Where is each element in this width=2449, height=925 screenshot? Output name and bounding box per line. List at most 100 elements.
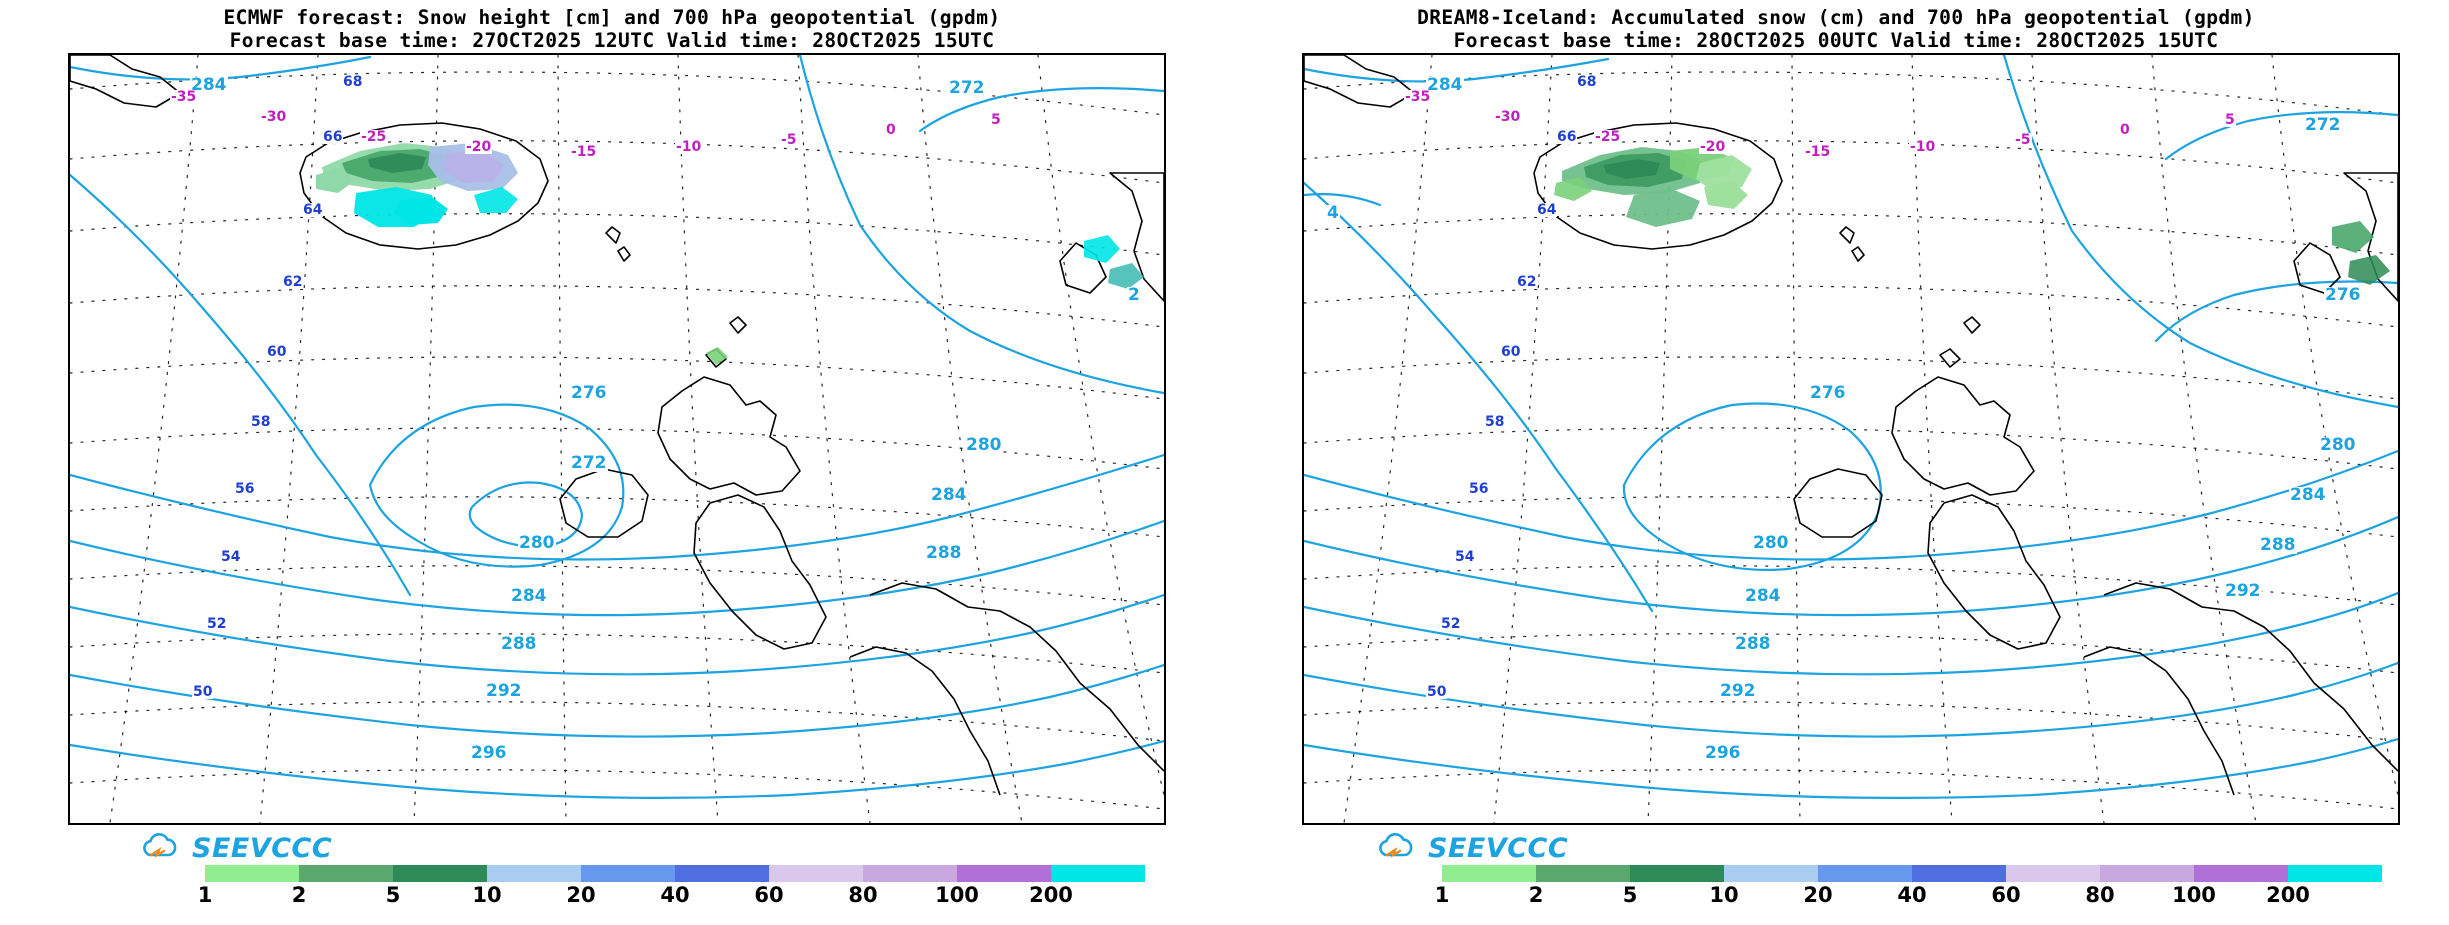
longitude-label: -10 (675, 139, 703, 155)
contour-label: 276 (1809, 383, 1847, 403)
latitude-label: 60 (266, 344, 288, 360)
latitude-label: 50 (192, 684, 214, 700)
seevccc-logo-left: SEEVCCC (140, 831, 332, 865)
colorbar-tick-label: 2 (291, 883, 307, 907)
contour-label: 288 (1734, 634, 1772, 654)
colorbar-tick-label: 5 (385, 883, 401, 907)
longitude-label: 5 (990, 112, 1002, 128)
colorbar-segment (1818, 865, 1912, 882)
latitude-label: 54 (220, 549, 242, 565)
map-canvas-ecmwf[interactable]: 284 272 2 276 272 280 284 288 280 284 288 292 296 68 6… (68, 53, 1166, 825)
colorbar-tick-label: 80 (848, 883, 878, 907)
latitude-label: 68 (342, 74, 364, 90)
colorbar-segment (1912, 865, 2006, 882)
colorbar-swatches (1442, 865, 2382, 882)
colorbar-tick-label: 40 (1897, 883, 1927, 907)
contour-label: 292 (2224, 581, 2262, 601)
contour-label: 288 (500, 634, 538, 654)
colorbar-tick-label: 2 (1528, 883, 1544, 907)
snow-shading (1554, 147, 2390, 285)
latitude-label: 56 (1468, 481, 1490, 497)
panel-title-dream8: DREAM8-Iceland: Accumulated snow (cm) an… (1224, 6, 2448, 52)
longitude-label: -5 (2014, 132, 2032, 148)
latitude-label: 64 (1536, 202, 1558, 218)
contour-label: 284 (510, 586, 548, 606)
contour-label: 288 (925, 543, 963, 563)
colorbar-tick-label: 5 (1622, 883, 1638, 907)
panel-ecmwf: ECMWF forecast: Snow height [cm] and 700… (0, 0, 1224, 925)
title-line-2: Forecast base time: 27OCT2025 12UTC Vali… (229, 29, 995, 52)
colorbar-segment (1442, 865, 1536, 882)
longitude-label: -35 (170, 89, 198, 105)
colorbar-tick-label: 100 (935, 883, 979, 907)
colorbar-segment (2288, 865, 2382, 882)
colorbar-segment (675, 865, 769, 882)
longitude-label: -15 (1804, 144, 1832, 160)
longitude-label: -35 (1404, 89, 1432, 105)
contour-label: 272 (2304, 115, 2342, 135)
latitude-label: 54 (1454, 549, 1476, 565)
colorbar-tick-label: 60 (1991, 883, 2021, 907)
latitude-label: 58 (250, 414, 272, 430)
latitude-label: 52 (206, 616, 228, 632)
longitude-label: -25 (1594, 129, 1622, 145)
colorbar-tick-label: 100 (2172, 883, 2216, 907)
contour-label: 292 (1719, 681, 1757, 701)
graticule-lat (1304, 71, 2398, 810)
title-line-2: Forecast base time: 28OCT2025 00UTC Vali… (1453, 29, 2219, 52)
colorbar-tick-label: 10 (472, 883, 502, 907)
latitude-label: 62 (282, 274, 304, 290)
colorbar-tick-label: 1 (197, 883, 213, 907)
cloud-icon (143, 833, 177, 858)
colorbar-labels: 1 2 5 10 20 40 60 80 100 200 (1435, 883, 2382, 911)
map-svg-ecmwf (70, 55, 1164, 823)
contour-label: 2 (1127, 285, 1141, 305)
contour-label: 276 (2324, 285, 2362, 305)
contour-label: 296 (1704, 743, 1742, 763)
colorbar-tick-label: 40 (660, 883, 690, 907)
colorbar-segment (1051, 865, 1145, 882)
map-svg-dream8 (1304, 55, 2398, 823)
longitude-label: -20 (1699, 139, 1727, 155)
contour-label: 280 (965, 435, 1003, 455)
latitude-label: 66 (1556, 129, 1578, 145)
contour-label: 280 (518, 533, 556, 553)
coastlines (1304, 55, 2398, 796)
colorbar-segment (2100, 865, 2194, 882)
longitude-label: -30 (1494, 109, 1522, 125)
snow-shading (316, 143, 1144, 365)
longitude-label: -5 (780, 132, 798, 148)
latitude-label: 62 (1516, 274, 1538, 290)
geopotential-contours (1304, 55, 2398, 800)
cloud-icon (1379, 833, 1413, 858)
latitude-label: 60 (1500, 344, 1522, 360)
map-canvas-dream8[interactable]: 284 272 4 276 276 280 284 288 292 280 284 288 292 296… (1302, 53, 2400, 825)
latitude-label: 56 (234, 481, 256, 497)
latitude-label: 58 (1484, 414, 1506, 430)
colorbar-tick-label: 200 (2266, 883, 2310, 907)
contour-label: 272 (570, 453, 608, 473)
panel-title-ecmwf: ECMWF forecast: Snow height [cm] and 700… (0, 6, 1224, 52)
contour-label: 284 (930, 485, 968, 505)
longitude-label: -25 (360, 129, 388, 145)
longitude-label: -10 (1909, 139, 1937, 155)
coastlines (70, 55, 1164, 796)
colorbar-tick-label: 10 (1709, 883, 1739, 907)
colorbar-swatches (205, 865, 1145, 882)
latitude-label: 64 (302, 202, 324, 218)
logo-text: SEEVCCC (192, 832, 333, 864)
contour-label: 284 (1744, 586, 1782, 606)
colorbar-segment (581, 865, 675, 882)
contour-label: 284 (1426, 75, 1464, 95)
contour-label: 296 (470, 743, 508, 763)
seevccc-logo-right: SEEVCCC (1376, 831, 1568, 865)
contour-label: 292 (485, 681, 523, 701)
contour-label: 4 (1326, 203, 1340, 223)
contour-label: 280 (1752, 533, 1790, 553)
title-line-1: DREAM8-Iceland: Accumulated snow (cm) an… (1417, 6, 2255, 29)
latitude-label: 68 (1576, 74, 1598, 90)
colorbar-segment (769, 865, 863, 882)
colorbar-segment (1724, 865, 1818, 882)
logo-text: SEEVCCC (1428, 832, 1569, 864)
contour-label: 284 (190, 75, 228, 95)
